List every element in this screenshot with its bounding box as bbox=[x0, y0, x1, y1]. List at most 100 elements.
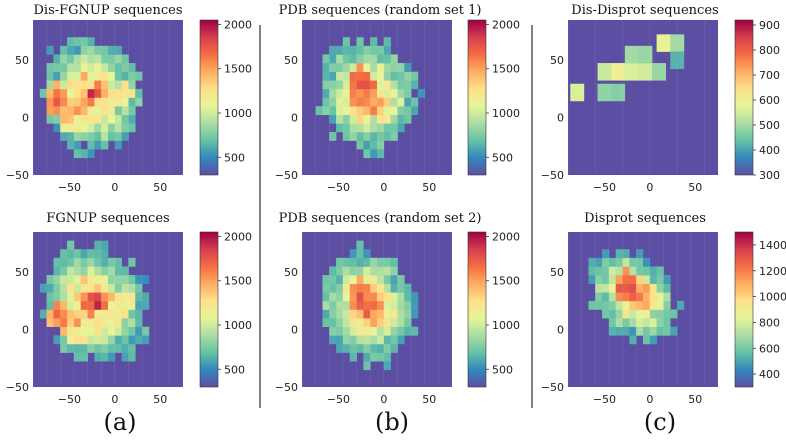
heatmap-cell bbox=[121, 275, 129, 284]
heatmap-cell bbox=[53, 318, 61, 328]
heatmap-cell bbox=[390, 275, 398, 284]
heatmap-cell bbox=[67, 318, 75, 328]
colorbar bbox=[734, 19, 754, 176]
heatmap-cell bbox=[363, 335, 371, 345]
heatmap-cell bbox=[67, 266, 75, 276]
heatmap-cell bbox=[336, 45, 344, 55]
colorbar-tick-label: 1000 bbox=[224, 319, 252, 332]
heatmap-cell bbox=[390, 343, 398, 353]
heatmap-cell bbox=[80, 309, 88, 319]
heatmap-cell bbox=[363, 114, 371, 124]
heatmap-cell bbox=[615, 283, 623, 293]
heatmap-cell bbox=[336, 54, 344, 64]
heatmap-cell bbox=[383, 335, 391, 345]
heatmap-cell bbox=[349, 343, 357, 353]
heatmap-cell bbox=[329, 106, 337, 116]
heatmap-cell bbox=[643, 335, 651, 345]
heatmap-cell bbox=[397, 275, 405, 284]
heatmap-cell bbox=[356, 54, 364, 64]
heatmap-cell bbox=[370, 97, 378, 107]
colorbar-tick-label: 800 bbox=[759, 44, 780, 57]
heatmap-cell bbox=[121, 292, 129, 302]
heatmap-cell bbox=[390, 54, 398, 64]
heatmap-cell bbox=[73, 123, 82, 133]
heatmap-cell bbox=[363, 106, 371, 116]
heatmap-cell bbox=[615, 300, 623, 310]
heatmap-cell bbox=[135, 275, 143, 284]
heatmap-cell bbox=[67, 45, 75, 55]
heatmap-cell bbox=[46, 318, 54, 328]
heatmap-cell bbox=[370, 309, 378, 319]
heatmap-cell bbox=[114, 123, 122, 133]
heatmap-cell bbox=[363, 63, 371, 72]
heatmap-cell bbox=[73, 45, 82, 55]
chart-panel: PDB sequences (random set 1) −50 0 50 −50 0 50… bbox=[275, 3, 520, 194]
heatmap-cell bbox=[329, 80, 337, 90]
heatmap-cell bbox=[588, 300, 596, 310]
heatmap-cell bbox=[336, 275, 344, 284]
heatmap-cell bbox=[390, 123, 398, 133]
heatmap-cell bbox=[80, 300, 88, 310]
heatmap-cell bbox=[597, 63, 612, 81]
heatmap-cell bbox=[73, 283, 82, 293]
heatmap-cell bbox=[121, 335, 129, 345]
heatmap-cell bbox=[67, 326, 75, 336]
heatmap-cell bbox=[608, 300, 617, 310]
heatmap-cell bbox=[377, 343, 385, 353]
heatmap-cell bbox=[53, 257, 61, 267]
heatmap-cell bbox=[121, 343, 129, 353]
heatmap-cell bbox=[121, 309, 129, 319]
heatmap-cell bbox=[349, 249, 357, 259]
heatmap-cell bbox=[142, 292, 150, 302]
heatmap-cell bbox=[73, 88, 82, 98]
heatmap-cell bbox=[663, 309, 671, 319]
heatmap-cell bbox=[101, 257, 109, 267]
heatmap-cell bbox=[363, 352, 371, 362]
heatmap-cell bbox=[94, 352, 102, 362]
colorbar bbox=[467, 231, 487, 388]
heatmap-cell bbox=[663, 326, 671, 336]
heatmap-cell bbox=[114, 326, 122, 336]
heatmap-cell bbox=[60, 106, 68, 116]
heatmap-cell bbox=[94, 266, 102, 276]
heatmap-cell bbox=[390, 97, 398, 107]
heatmap-cell bbox=[108, 292, 116, 302]
heatmap-cell bbox=[73, 266, 82, 276]
heatmap-cell bbox=[114, 283, 122, 293]
panel-title: FGNUP sequences bbox=[46, 211, 169, 226]
heatmap-cell bbox=[114, 266, 122, 276]
heatmap-cell bbox=[383, 63, 391, 72]
heatmap-cell bbox=[329, 309, 337, 319]
colorbar-tick-label: 1400 bbox=[759, 239, 786, 252]
heatmap-cell bbox=[370, 123, 378, 133]
heatmap-cell bbox=[101, 54, 109, 64]
heatmap-cell bbox=[60, 283, 68, 293]
heatmap-cell bbox=[336, 292, 344, 302]
heatmap-cell bbox=[114, 292, 122, 302]
heatmap-cell bbox=[397, 106, 405, 116]
heatmap-cell bbox=[342, 106, 351, 116]
heatmap-cell bbox=[128, 114, 136, 124]
heatmap-cell bbox=[39, 309, 47, 319]
heatmap-cell bbox=[73, 140, 82, 150]
heatmap-cell bbox=[349, 309, 357, 319]
heatmap-cell bbox=[142, 335, 150, 345]
heatmap-cell bbox=[336, 283, 344, 293]
heatmap-cell bbox=[101, 352, 109, 362]
heatmap-cell bbox=[114, 140, 122, 150]
colorbar-tick-label: 1000 bbox=[224, 107, 252, 120]
heatmap-cell bbox=[67, 283, 75, 293]
heatmap-cell bbox=[135, 300, 143, 310]
heatmap-cell bbox=[80, 149, 88, 159]
heatmap-cell bbox=[73, 54, 82, 64]
chart-panel: PDB sequences (random set 2) −50 0 50 −50 0 50… bbox=[275, 211, 520, 406]
heatmap-cell bbox=[67, 54, 75, 64]
heatmap-cell bbox=[121, 80, 129, 90]
heatmap-cell bbox=[377, 318, 385, 328]
heatmap-cell bbox=[73, 131, 82, 141]
heatmap-cell bbox=[663, 283, 671, 293]
colorbar-tick-label: 700 bbox=[759, 69, 780, 82]
heatmap-cell bbox=[121, 97, 129, 107]
heatmap-cell bbox=[370, 343, 378, 353]
heatmap-cell bbox=[383, 80, 391, 90]
